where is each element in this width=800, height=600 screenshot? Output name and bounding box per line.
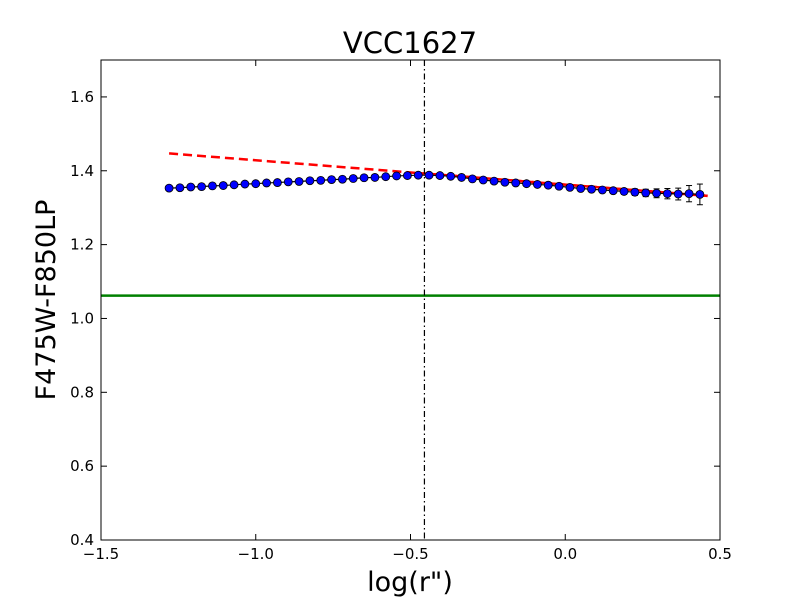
data-point (478, 175, 488, 185)
data-point (316, 175, 326, 185)
data-point (359, 173, 369, 183)
plot-frame (100, 59, 721, 541)
data-point (251, 179, 261, 189)
y-tick-label: 0.4 (70, 531, 94, 549)
data-point (197, 182, 206, 192)
data-point (511, 178, 521, 188)
data-point (673, 189, 683, 199)
x-tick-label: −0.5 (392, 545, 428, 563)
data-point (218, 181, 228, 190)
y-tick-label: 0.6 (70, 457, 94, 475)
data-point (446, 171, 456, 181)
data-point (435, 171, 445, 180)
data-point (403, 171, 412, 180)
data-point (240, 179, 250, 189)
data-point (305, 176, 315, 186)
data-point (695, 189, 705, 199)
data-point (597, 185, 607, 195)
data-point (381, 172, 391, 182)
x-tick-label: −1.0 (238, 545, 274, 563)
data-point (543, 180, 553, 190)
data-point (522, 179, 531, 189)
data-point (370, 173, 380, 182)
data-point (164, 183, 174, 193)
chart-title: VCC1627 (343, 26, 477, 60)
data-point (532, 180, 542, 189)
data-point (262, 178, 271, 188)
data-point (273, 178, 282, 187)
x-tick-label: 0.5 (708, 545, 732, 563)
data-point (338, 174, 347, 184)
x-axis-label: log(r") (367, 567, 453, 598)
data-point (283, 177, 293, 187)
data-point (662, 189, 672, 199)
data-point (175, 183, 185, 193)
y-tick-label: 1.2 (70, 236, 94, 254)
y-axis-label: F475W-F850LP (31, 200, 62, 401)
data-point (229, 180, 239, 190)
data-point (186, 182, 196, 192)
y-tick-label: 1.4 (70, 162, 94, 180)
data-point (208, 181, 217, 191)
data-point (608, 186, 618, 196)
plot-area: −1.5 −1.0 −0.5 0.0 0.5 0.4 0.6 0.8 1.0 1.2 1.4 1.6 (70, 59, 732, 563)
x-tick-label: −1.5 (83, 545, 119, 563)
data-point (457, 173, 466, 182)
data-point (489, 176, 499, 186)
data-point (554, 181, 564, 191)
y-tick-label: 0.8 (70, 383, 94, 401)
data-point (619, 187, 629, 196)
data-point (641, 188, 651, 198)
data-point (587, 184, 596, 194)
data-point (652, 188, 661, 198)
data-point (413, 170, 423, 180)
data-point (565, 182, 575, 192)
data-point (500, 177, 510, 187)
data-point (576, 184, 586, 193)
data-point (294, 177, 304, 186)
y-tick-label: 1.0 (70, 309, 94, 327)
data-point (327, 175, 336, 185)
data-point (630, 187, 640, 197)
data-point (424, 170, 434, 180)
data-point (348, 174, 358, 183)
x-tick-label: 0.0 (553, 545, 577, 563)
data-point (467, 174, 477, 184)
plot-content (101, 60, 720, 540)
data-point (392, 171, 401, 181)
data-point (684, 189, 694, 199)
y-tick-label: 1.6 (70, 88, 94, 106)
